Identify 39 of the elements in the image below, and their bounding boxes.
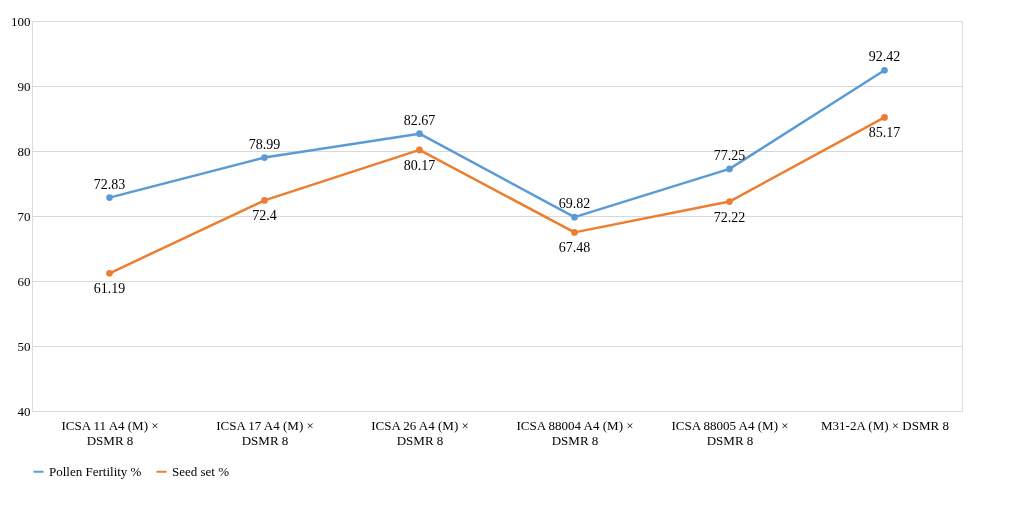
y-tick-label: 80: [17, 143, 31, 159]
data-label: 69.82: [558, 196, 591, 212]
point: [416, 146, 423, 154]
point: [571, 213, 578, 221]
point: [726, 198, 733, 205]
y-tick-label: 70: [17, 208, 31, 224]
data-label: 92.42: [868, 49, 901, 65]
x-tick-label: M31-2A (M) × DSMR 8: [821, 417, 949, 433]
y-tick-label: 40: [17, 403, 31, 419]
point: [261, 197, 268, 204]
x-tick-label: ICSA 17 A4 (M) × DSMR 8: [216, 417, 314, 448]
legend-label: Pollen Fertility %: [49, 463, 142, 479]
data-label: 85.17: [868, 125, 901, 141]
data-label: 61.19: [93, 281, 126, 297]
x-tick-label: ICSA 88004 A4 (M) × DSMR 8: [516, 417, 634, 448]
y-tick-label: 90: [17, 78, 31, 94]
data-label: 72.4: [252, 208, 277, 224]
legend-label: Seed set %: [172, 463, 230, 479]
point: [726, 165, 733, 173]
data-label: 77.25: [713, 147, 746, 163]
x-tick-label: ICSA 26 A4 (M) × DSMR 8: [371, 417, 469, 448]
data-label: 78.99: [248, 136, 281, 152]
point: [106, 269, 113, 277]
point: [881, 66, 888, 74]
point: [571, 229, 578, 236]
point: [881, 114, 888, 121]
point: [106, 194, 113, 201]
y-tick-label: 50: [17, 338, 31, 354]
data-label: 67.48: [558, 240, 591, 256]
y-tick-label: 100: [11, 13, 31, 29]
x-tick-label: ICSA 11 A4 (M) × DSMR 8: [61, 417, 159, 448]
point: [416, 130, 423, 137]
data-label: 82.67: [403, 112, 436, 128]
point: [261, 154, 268, 161]
x-tick-label: ICSA 88005 A4 (M) × DSMR 8: [671, 417, 789, 448]
data-label: 72.83: [93, 176, 126, 192]
y-tick-label: 60: [17, 273, 31, 289]
data-label: 80.17: [403, 157, 436, 173]
data-label: 72.22: [713, 209, 746, 225]
